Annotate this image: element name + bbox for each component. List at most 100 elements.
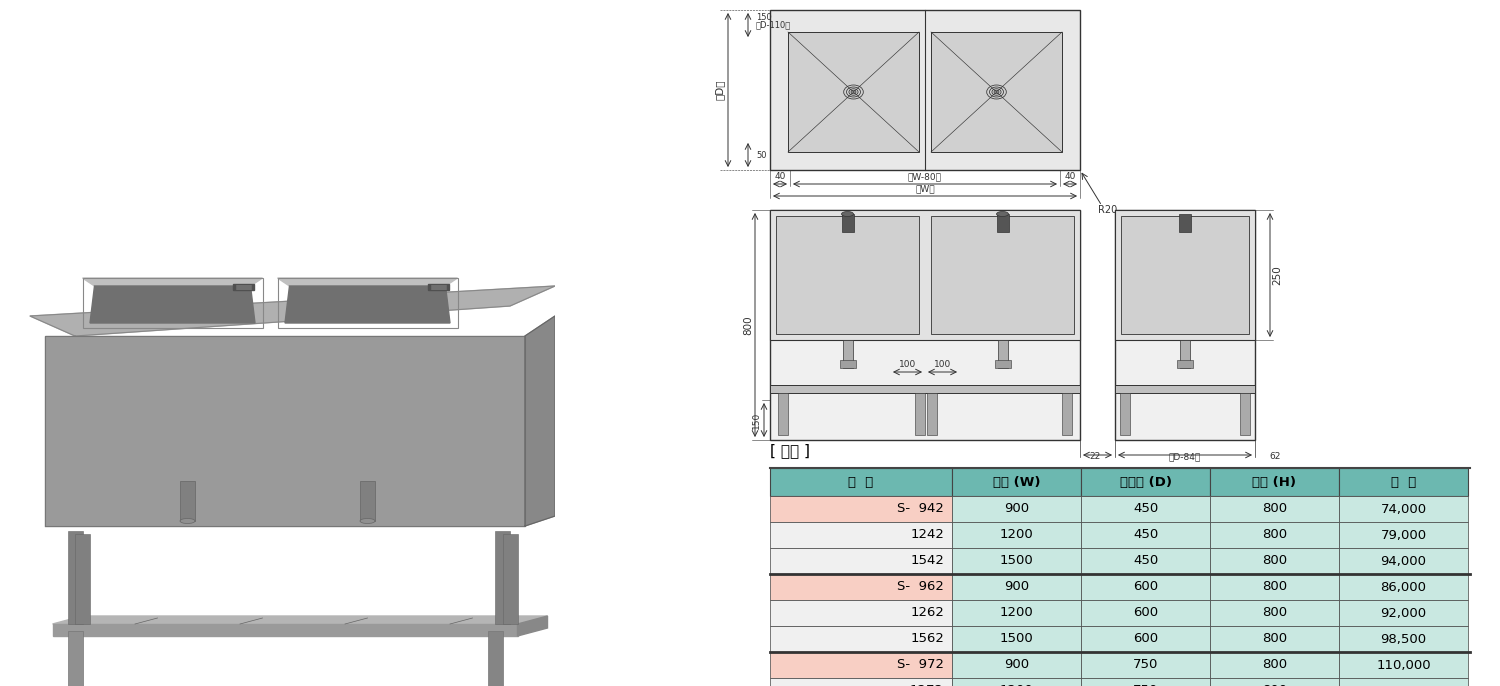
Bar: [360, 481, 375, 521]
Ellipse shape: [842, 211, 854, 217]
Bar: [770, 10, 1080, 170]
Bar: [778, 393, 788, 435]
Text: 40: 40: [774, 172, 786, 181]
Text: 1242: 1242: [910, 528, 944, 541]
Polygon shape: [278, 278, 458, 286]
Text: 600: 600: [1132, 580, 1158, 593]
Bar: [1082, 600, 1210, 626]
Bar: [770, 600, 952, 626]
Text: 800: 800: [1262, 503, 1287, 515]
Bar: [1340, 678, 1468, 686]
Text: 型  式: 型 式: [849, 475, 873, 488]
Polygon shape: [53, 616, 548, 624]
Bar: [1210, 600, 1340, 626]
Text: 1542: 1542: [910, 554, 944, 567]
Bar: [1082, 574, 1210, 600]
Text: （W）: （W）: [915, 184, 934, 193]
Bar: [1210, 652, 1340, 678]
Polygon shape: [525, 316, 555, 526]
Text: 150: 150: [756, 13, 771, 22]
Bar: [770, 210, 1080, 340]
Bar: [82, 278, 262, 328]
Text: 間口 (W): 間口 (W): [993, 475, 1041, 488]
Text: 800: 800: [1262, 528, 1287, 541]
Text: 900: 900: [1004, 503, 1029, 515]
Text: 800: 800: [1262, 554, 1287, 567]
Bar: [927, 393, 938, 435]
Polygon shape: [53, 624, 517, 636]
Text: 900: 900: [1004, 580, 1029, 593]
Polygon shape: [82, 278, 262, 286]
Bar: [952, 496, 1082, 522]
Bar: [1340, 522, 1468, 548]
Bar: [770, 385, 1080, 393]
Bar: [1210, 574, 1340, 600]
Text: 800: 800: [1262, 659, 1287, 672]
Text: 62: 62: [1269, 452, 1281, 461]
Polygon shape: [285, 286, 450, 323]
Text: 750: 750: [1132, 685, 1158, 686]
Text: 40: 40: [1065, 172, 1076, 181]
Bar: [770, 522, 952, 548]
Bar: [952, 468, 1082, 496]
Text: 奥行き (D): 奥行き (D): [1119, 475, 1172, 488]
Bar: [1082, 626, 1210, 652]
Text: 110,000: 110,000: [1376, 659, 1431, 672]
Bar: [278, 278, 458, 328]
Bar: [1082, 678, 1210, 686]
Text: 高さ (H): 高さ (H): [1252, 475, 1296, 488]
Polygon shape: [45, 336, 525, 526]
Bar: [1210, 548, 1340, 574]
Polygon shape: [232, 284, 254, 290]
Text: S-  972: S- 972: [897, 659, 944, 672]
Bar: [952, 678, 1082, 686]
Bar: [1114, 210, 1256, 440]
Text: 1500: 1500: [999, 554, 1033, 567]
Text: 定  価: 定 価: [1390, 475, 1416, 488]
Bar: [1178, 360, 1192, 368]
Text: S-  962: S- 962: [897, 580, 944, 593]
Bar: [75, 534, 90, 624]
Bar: [770, 548, 952, 574]
Text: （W-80）: （W-80）: [908, 172, 942, 181]
Text: 1200: 1200: [999, 528, 1033, 541]
Text: 800: 800: [1262, 606, 1287, 619]
Bar: [1340, 652, 1468, 678]
Text: 92,000: 92,000: [1380, 606, 1426, 619]
Bar: [952, 574, 1082, 600]
Text: 1200: 1200: [999, 685, 1033, 686]
Text: 800: 800: [742, 315, 753, 335]
Text: 800: 800: [1262, 632, 1287, 646]
Bar: [952, 600, 1082, 626]
Bar: [1082, 548, 1210, 574]
Bar: [495, 531, 510, 624]
Bar: [770, 574, 952, 600]
Text: 98,500: 98,500: [1380, 632, 1426, 646]
Text: 450: 450: [1132, 503, 1158, 515]
Bar: [68, 631, 82, 686]
Bar: [1210, 522, 1340, 548]
Bar: [932, 216, 1074, 334]
Bar: [1114, 385, 1256, 393]
Text: 800: 800: [1262, 685, 1287, 686]
Bar: [68, 531, 82, 624]
Text: 1200: 1200: [999, 606, 1033, 619]
Bar: [1179, 214, 1191, 232]
Text: 86,000: 86,000: [1380, 580, 1426, 593]
Ellipse shape: [996, 211, 1008, 217]
Bar: [952, 522, 1082, 548]
Bar: [842, 214, 854, 232]
Text: 22: 22: [1089, 452, 1101, 461]
Text: 1562: 1562: [910, 632, 944, 646]
Bar: [1082, 522, 1210, 548]
Bar: [1340, 600, 1468, 626]
Bar: [1114, 210, 1256, 340]
Bar: [770, 210, 1080, 440]
Text: [ 仕様 ]: [ 仕様 ]: [770, 443, 810, 458]
Text: 600: 600: [1132, 606, 1158, 619]
Text: 1500: 1500: [999, 632, 1033, 646]
Bar: [915, 393, 926, 435]
Text: 1262: 1262: [910, 606, 944, 619]
Bar: [488, 631, 502, 686]
Bar: [788, 32, 920, 152]
